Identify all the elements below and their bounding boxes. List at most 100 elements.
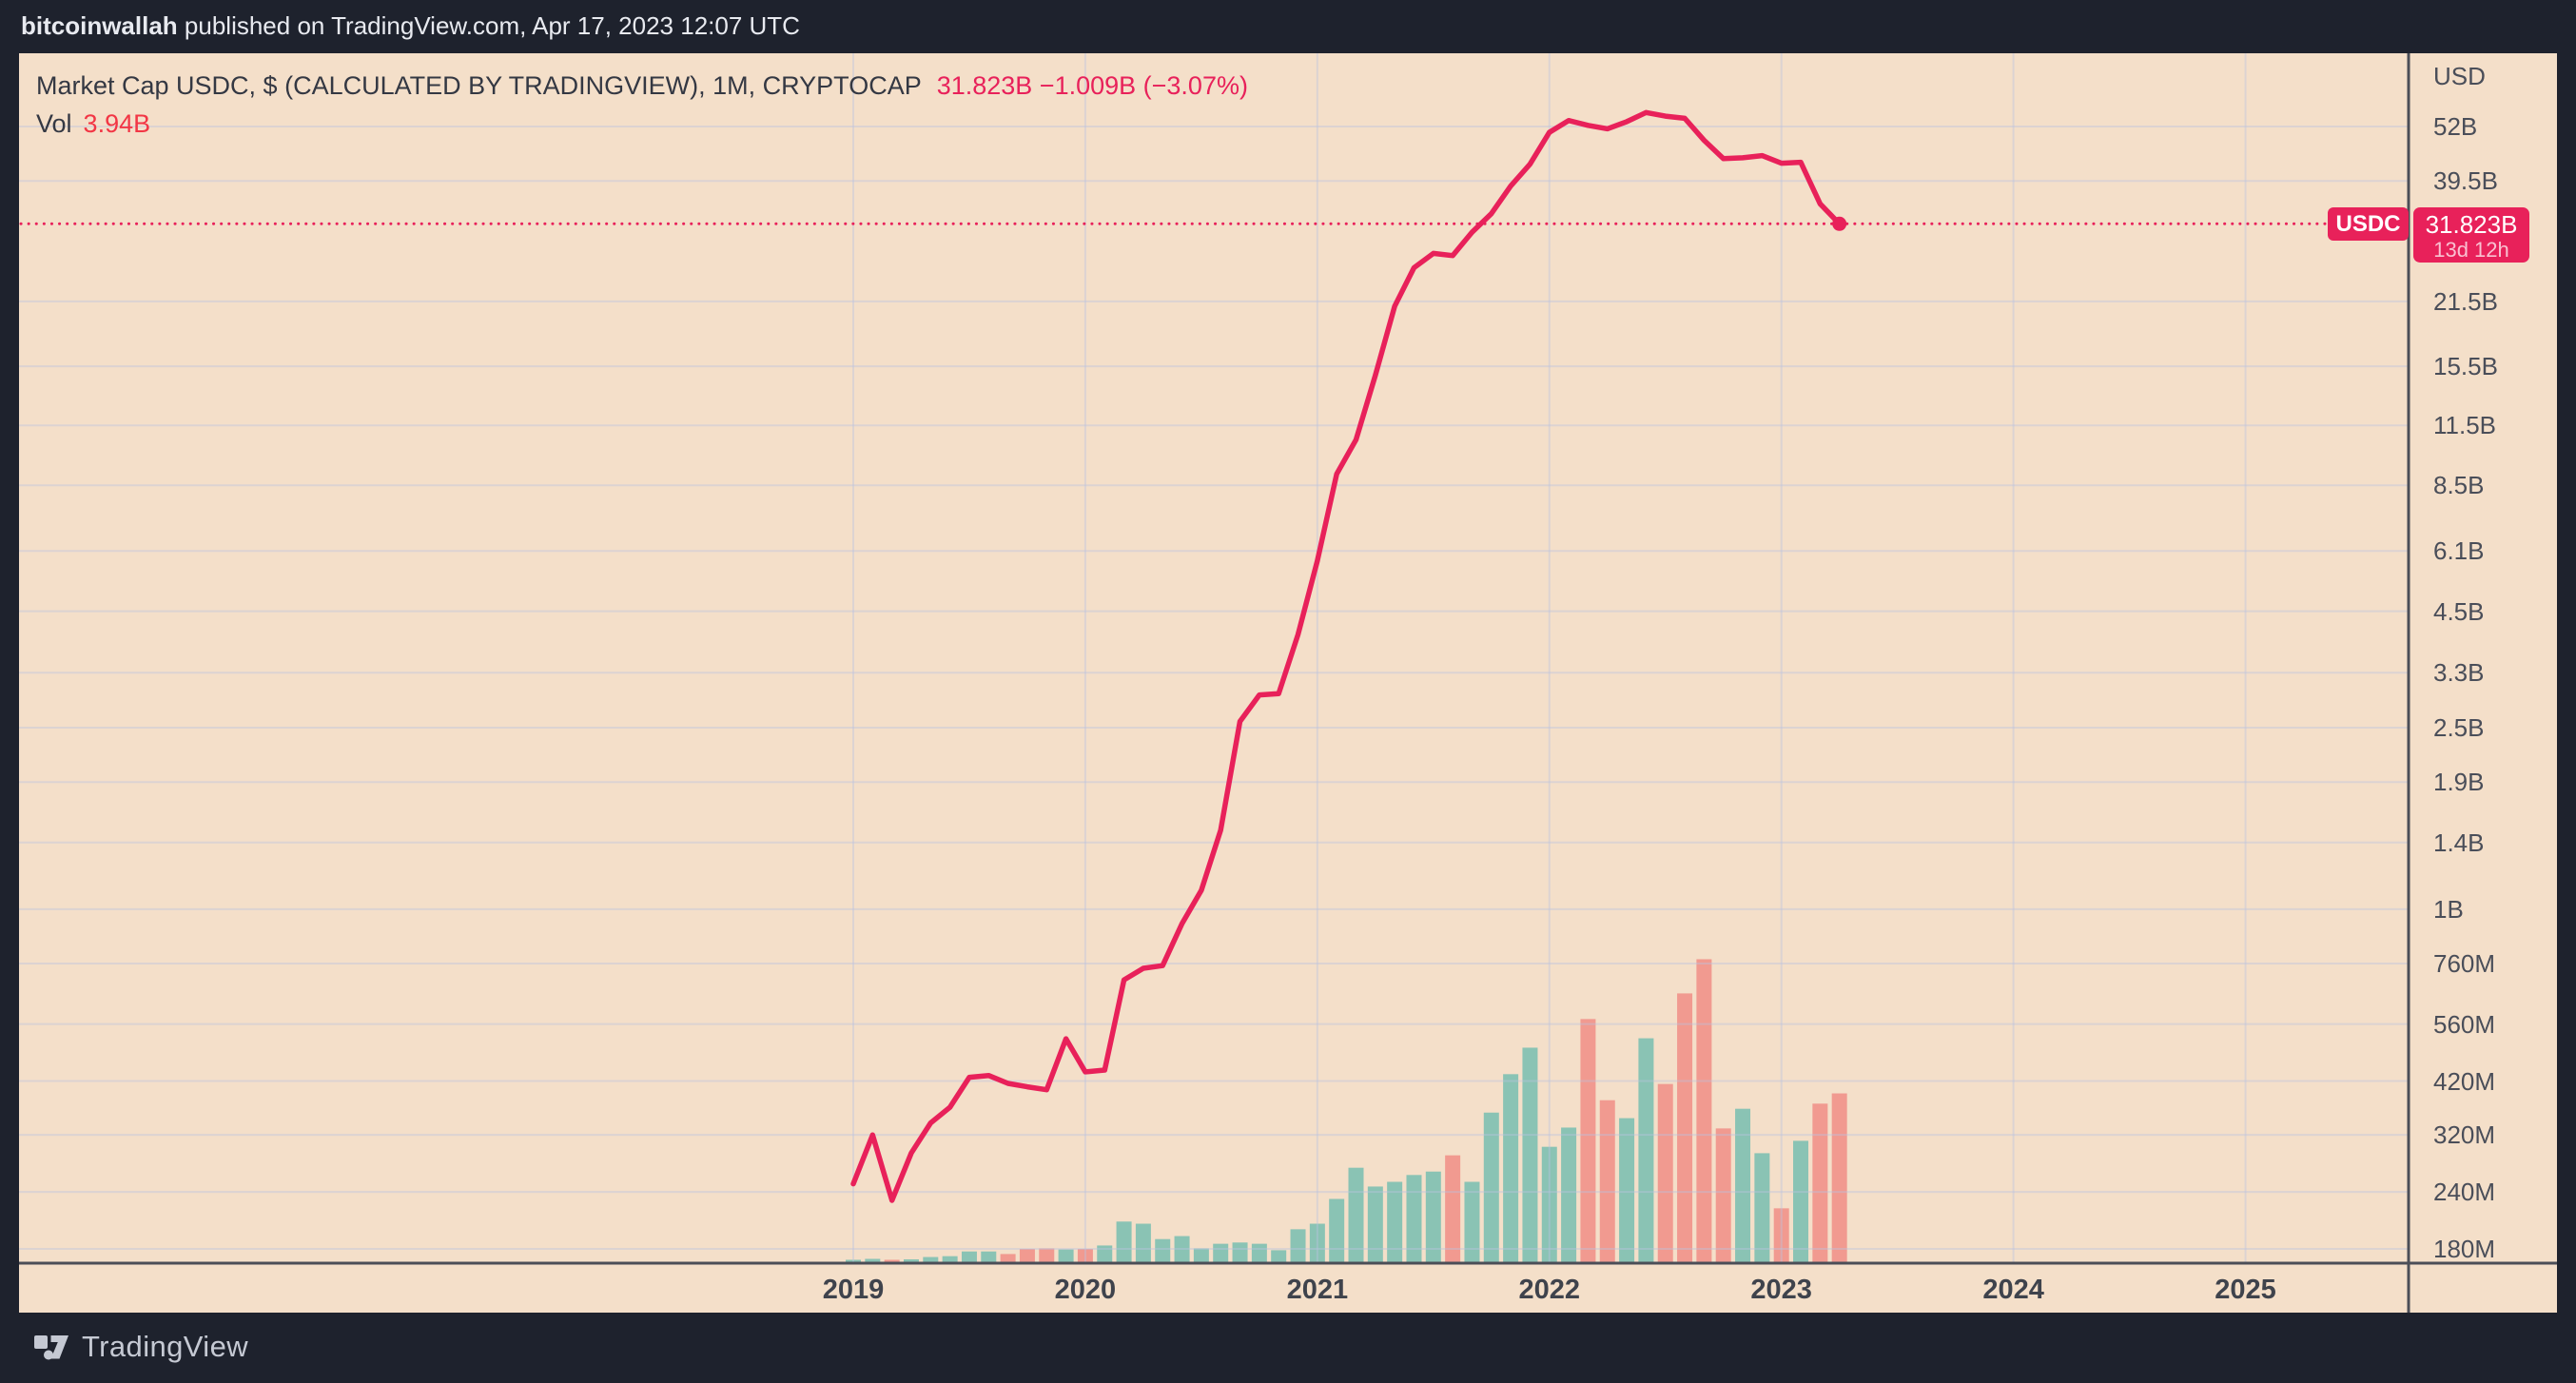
last-point-dot (1832, 216, 1847, 231)
price-tick-label: 1B (2433, 894, 2464, 924)
legend-row-main[interactable]: Market Cap USDC, $ (CALCULATED BY TRADIN… (36, 67, 1248, 105)
volume-bar (1464, 1181, 1480, 1262)
price-tag-countdown: 13d 12h (2433, 237, 2509, 262)
volume-bar (884, 1259, 900, 1262)
volume-bar (1019, 1249, 1035, 1262)
year-tick-label: 2023 (1750, 1275, 1812, 1305)
year-tick-label: 2019 (822, 1275, 885, 1305)
price-tick-label: 420M (2433, 1066, 2496, 1096)
author-name: bitcoinwallah (21, 11, 178, 40)
price-tick-label: 11.5B (2433, 411, 2497, 440)
price-tick-label: 39.5B (2433, 166, 2498, 196)
volume-bar (923, 1256, 939, 1262)
volume-bar (1406, 1175, 1422, 1262)
price-tick-label: 3.3B (2433, 658, 2485, 688)
volume-bar (1077, 1249, 1093, 1262)
volume-bar (1541, 1146, 1557, 1262)
price-tick-label: 52B (2433, 112, 2478, 141)
volume-bar (1425, 1171, 1441, 1262)
volume-bar (1232, 1242, 1248, 1262)
volume-bar (981, 1251, 997, 1262)
price-tick-label: 15.5B (2433, 352, 2498, 381)
volume-bar (1039, 1248, 1055, 1262)
legend-value-change: 31.823B −1.009B (−3.07%) (936, 71, 1248, 100)
volume-bar (1793, 1140, 1809, 1262)
price-tick-label: 240M (2433, 1178, 2496, 1207)
volume-bar (961, 1251, 977, 1262)
volume-bar (1561, 1127, 1577, 1262)
volume-bar (1058, 1249, 1074, 1262)
volume-bar (1193, 1248, 1209, 1262)
tradingview-logo-icon[interactable] (34, 1333, 68, 1361)
price-tick-label: 180M (2433, 1235, 2496, 1263)
price-tick-label: 21.5B (2433, 286, 2498, 316)
volume-bar (942, 1256, 958, 1262)
volume-bar (1619, 1118, 1635, 1262)
price-tick-label: 560M (2433, 1009, 2496, 1039)
footer: TradingView (34, 1330, 248, 1364)
volume-bar (865, 1258, 881, 1262)
price-axis-unit: USD (2433, 62, 2486, 90)
volume-bar (1773, 1208, 1789, 1262)
vol-value: 3.94B (83, 109, 151, 138)
legend: Market Cap USDC, $ (CALCULATED BY TRADIN… (36, 67, 1248, 143)
volume-bar (1580, 1019, 1596, 1262)
volume-bar (1735, 1108, 1751, 1262)
volume-bar (1696, 959, 1712, 1262)
volume-bar (1483, 1112, 1499, 1262)
published-header: bitcoinwallah published on TradingView.c… (21, 11, 800, 41)
volume-bar (1367, 1186, 1383, 1262)
volume-bar (1715, 1128, 1731, 1262)
vol-label: Vol (36, 109, 72, 138)
volume-bar (1754, 1153, 1770, 1262)
volume-bar (1812, 1103, 1828, 1262)
volume-bar (1599, 1100, 1615, 1262)
volume-bar (1503, 1074, 1519, 1262)
volume-bar (1155, 1238, 1171, 1262)
year-tick-label: 2020 (1054, 1275, 1117, 1305)
volume-bar (1309, 1223, 1325, 1262)
year-tick-label: 2022 (1518, 1275, 1581, 1305)
symbol-tag: USDC (2328, 207, 2409, 242)
volume-bar (1135, 1223, 1151, 1262)
volume-bar (1638, 1038, 1654, 1262)
volume-bar (1116, 1221, 1132, 1262)
volume-bar (1271, 1250, 1287, 1262)
price-tick-label: 1.9B (2433, 768, 2485, 797)
price-tick-label: 6.1B (2433, 536, 2485, 566)
published-info: published on TradingView.com, Apr 17, 20… (177, 11, 800, 40)
legend-row-volume[interactable]: Vol 3.94B (36, 105, 1248, 143)
symbol-tag-label: USDC (2335, 211, 2401, 238)
legend-title: Market Cap USDC, $ (CALCULATED BY TRADIN… (36, 71, 922, 100)
price-tick-label: 1.4B (2433, 828, 2485, 857)
chart-panel (19, 53, 2557, 1313)
volume-bar (1348, 1167, 1364, 1262)
year-tick-label: 2021 (1286, 1275, 1349, 1305)
tradingview-logo-text[interactable]: TradingView (82, 1330, 248, 1363)
volume-bar (1522, 1047, 1538, 1262)
price-tick-label: 4.5B (2433, 596, 2485, 626)
volume-bar (1387, 1181, 1403, 1262)
volume-bar (1000, 1254, 1016, 1262)
volume-bar (1213, 1243, 1229, 1262)
volume-bar (1831, 1093, 1847, 1262)
volume-bar (1445, 1155, 1461, 1262)
volume-bar (1097, 1245, 1113, 1262)
price-tag: 31.823B 13d 12h (2413, 206, 2529, 263)
volume-bar (1290, 1229, 1306, 1262)
year-tick-label: 2025 (2215, 1275, 2276, 1305)
market-cap-line (850, 109, 1843, 1203)
volume-bar (1251, 1243, 1267, 1262)
price-tick-label: 8.5B (2433, 471, 2485, 500)
price-tick-label: 2.5B (2433, 713, 2485, 743)
volume-bar (1657, 1083, 1673, 1262)
volume-bar (1174, 1236, 1190, 1262)
price-tick-label: 760M (2433, 949, 2496, 979)
volume-bar (1677, 993, 1693, 1262)
price-tick-label: 320M (2433, 1120, 2496, 1150)
volume-bar (1329, 1198, 1345, 1262)
price-tag-value: 31.823B (2425, 209, 2518, 239)
volume-bar (846, 1259, 861, 1262)
